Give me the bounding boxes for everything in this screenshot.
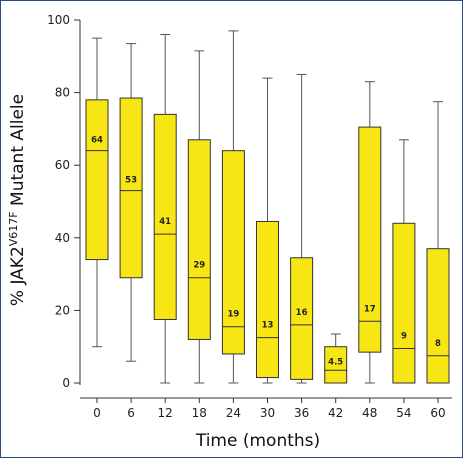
median-label: 4.5 [328,357,343,367]
box [256,220,279,379]
box-plot-48: 17 [358,81,382,384]
median-label: 13 [262,321,274,331]
y-tick-label: 100 [47,13,70,27]
box [85,99,109,261]
box-plot-36: 16 [290,73,314,384]
median-label: 9 [401,332,407,342]
y-tick-label: 80 [55,86,70,100]
x-axis-title: Time (months) [195,431,320,451]
box-plot-30: 13 [256,77,279,384]
x-tick-label: 6 [127,406,135,420]
x-tick-label: 18 [192,406,207,420]
box [324,346,348,384]
box [392,222,416,384]
box [153,113,177,320]
median-label: 64 [91,136,103,146]
box-plot-6: 53 [119,43,143,362]
box-plot-42: 4.5 [324,333,348,384]
x-axis: 0 6 12 18 24 30 36 42 48 54 60 [80,397,452,420]
box [426,248,450,384]
box [290,257,314,380]
x-tick-label: 42 [328,406,343,420]
boxes: 64 53 41 29 19 13 16 4.5 17 9 8 [85,30,450,384]
box-plot-18: 29 [187,50,211,384]
x-tick-label: 24 [226,406,241,420]
y-tick-label: 60 [55,158,70,172]
median-label: 8 [435,339,441,349]
box [119,97,143,279]
median-label: 41 [159,217,171,227]
x-tick-label: 54 [396,406,411,420]
x-tick-label: 48 [362,406,377,420]
x-tick-label: 12 [158,406,173,420]
y-axis: 0 20 40 60 80 100 [47,13,81,390]
box-plot-24: 19 [221,30,245,384]
x-tick-label: 0 [93,406,101,420]
y-axis-title: % JAK2V617F Mutant Allele [7,94,28,306]
box-plot-12: 41 [153,34,177,384]
y-tick-label: 0 [62,376,70,390]
median-label: 19 [227,310,239,320]
box [187,139,211,340]
y-tick-label: 40 [55,231,70,245]
median-label: 17 [364,304,376,314]
box [221,150,245,355]
y-tick-label: 20 [55,303,70,317]
median-label: 53 [125,176,137,186]
box-plot-60: 8 [426,101,450,384]
x-tick-label: 36 [294,406,309,420]
box-plot-54: 9 [392,139,416,384]
box-plot-0: 64 [85,37,109,348]
median-label: 29 [193,261,205,271]
x-tick-label: 30 [260,406,275,420]
x-tick-label: 60 [430,406,445,420]
median-label: 16 [296,308,308,318]
box [358,126,382,353]
